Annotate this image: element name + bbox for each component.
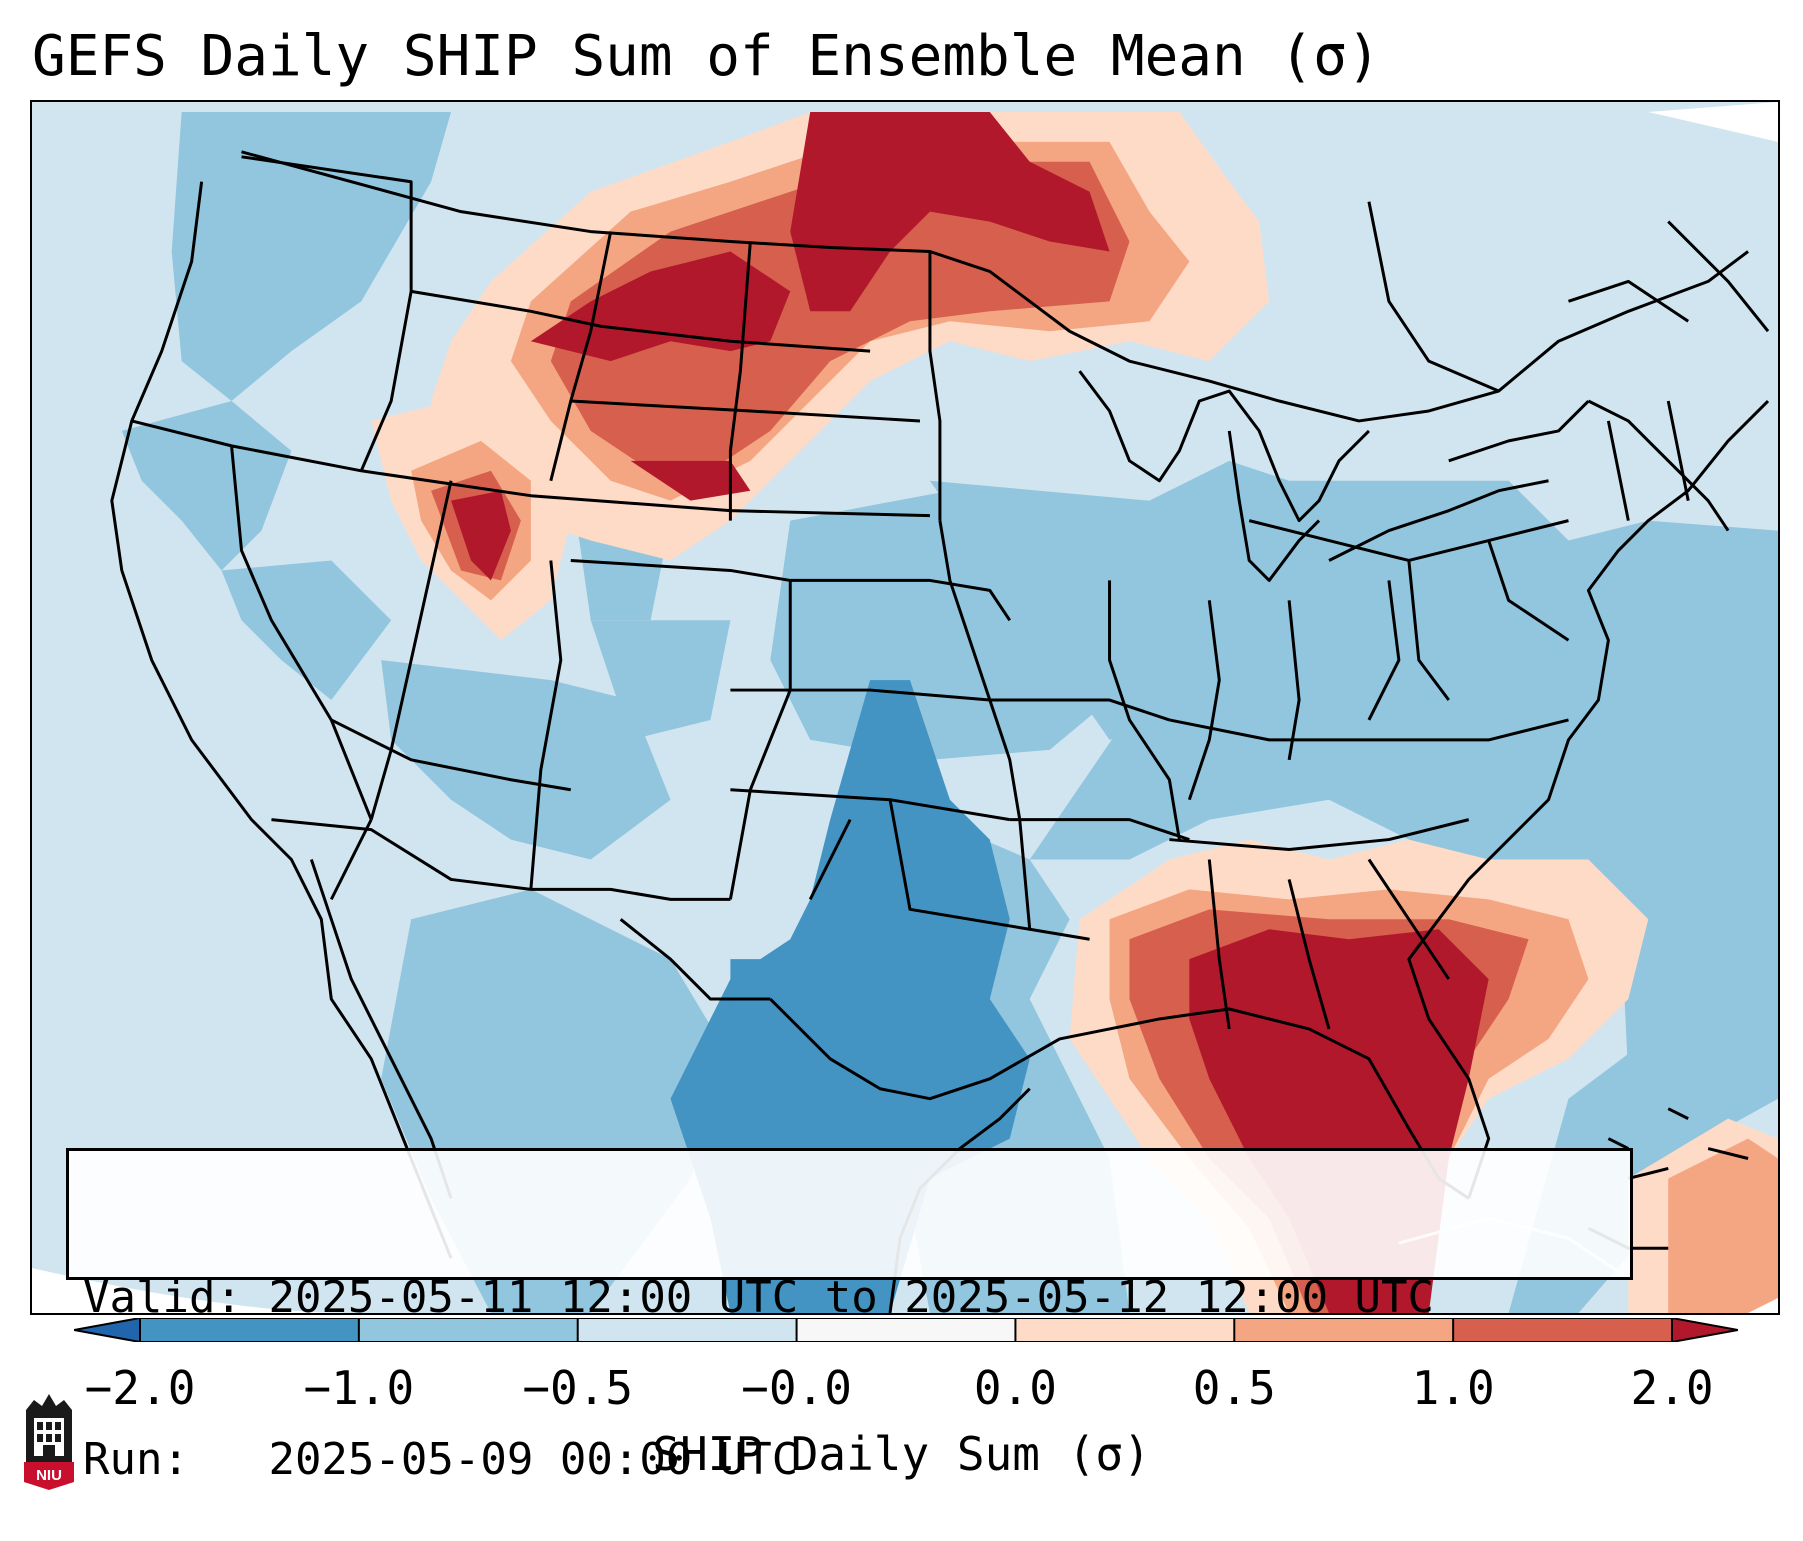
colorbar-bin <box>140 1318 360 1342</box>
projection-edge-left <box>32 1268 352 1313</box>
colorbar-bin <box>577 1318 798 1342</box>
colorbar-label: SHIP Daily Sum (σ) <box>652 1427 1151 1481</box>
field-light-blue <box>121 111 1778 1313</box>
colorbar-bin <box>796 1318 1016 1342</box>
boundaries <box>110 150 1770 1313</box>
colorbar-bin <box>1234 1318 1454 1342</box>
colorbar-tick-label: −0.5 <box>522 1361 634 1415</box>
niu-logo-icon: NIU <box>24 1394 74 1490</box>
colorbar-bins <box>74 1318 1738 1342</box>
colorbar-tick-label: −0.0 <box>741 1361 852 1415</box>
valid-label: Valid: <box>83 1272 242 1323</box>
colorbar-bin <box>1015 1318 1235 1342</box>
map-panel <box>30 100 1780 1315</box>
colorbar <box>74 1318 1738 1342</box>
colorbar-ticks <box>139 1318 1673 1342</box>
colorbar-tick-label: −1.0 <box>303 1361 415 1415</box>
colorbar-bin <box>1672 1318 1738 1342</box>
run-line: Run: 2025-05-09 00:00 UTC <box>83 1433 1616 1487</box>
valid-line: Valid: 2025-05-11 12:00 UTC to 2025-05-1… <box>83 1271 1616 1325</box>
colorbar-bin <box>74 1318 140 1342</box>
ship-field-map <box>32 102 1778 1313</box>
colorbar-tick-label: 0.5 <box>1192 1361 1276 1415</box>
run-value: 2025-05-09 00:00 UTC <box>268 1434 799 1485</box>
validity-info-box: Valid: 2025-05-11 12:00 UTC to 2025-05-1… <box>66 1148 1633 1485</box>
logo-text: NIU <box>36 1467 62 1484</box>
run-label: Run: <box>83 1434 189 1485</box>
valid-value: 2025-05-11 12:00 UTC to 2025-05-12 12:00… <box>268 1272 1435 1323</box>
colorbar-tick-label: 2.0 <box>1630 1361 1714 1415</box>
colorbar-tick-label: 0.0 <box>973 1361 1057 1415</box>
colorbar-bin <box>1453 1318 1673 1342</box>
colorbar-bin <box>358 1318 579 1342</box>
colorbar-tick-label: 1.0 <box>1411 1361 1495 1415</box>
projection-edge-right <box>1748 1298 1778 1313</box>
colorbar-tick-label: −2.0 <box>84 1361 196 1415</box>
projection-edge-top <box>1648 102 1778 142</box>
map-title: GEFS Daily SHIP Sum of Ensemble Mean (σ) <box>32 24 1381 89</box>
